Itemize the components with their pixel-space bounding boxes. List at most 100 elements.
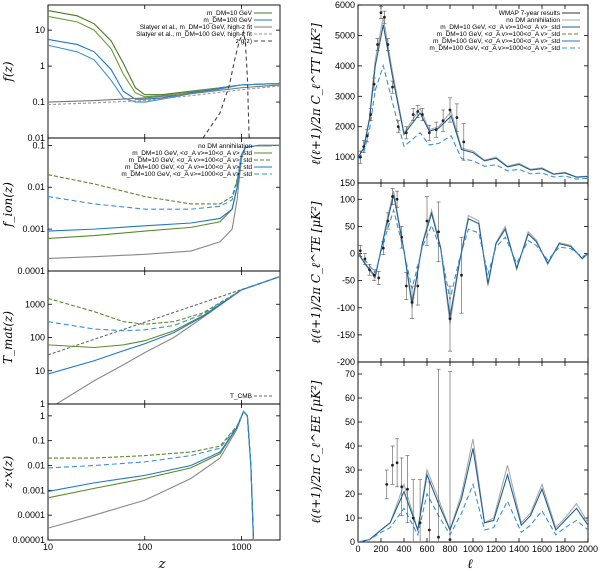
ee-data-point (385, 483, 389, 486)
tt-data-point (416, 110, 420, 113)
fion-ytick-label: 0.1 (32, 140, 45, 150)
ee-xtick-label: 1400 (509, 544, 529, 554)
te-series-2 (358, 208, 588, 300)
zxz-ytick-label: 0.00001 (12, 535, 45, 545)
ee-series-0 (358, 438, 588, 542)
zxz-ytick-label: 0.001 (22, 485, 45, 495)
ee-data-point (406, 487, 409, 491)
panel-fion: 0.0001 0.001 0.01 0.1 f_ion(z) no DM annihila… (1, 137, 281, 276)
tt-data-point (391, 85, 394, 89)
right-xlabel: ℓ (467, 557, 473, 572)
ee-ytick-label: 10 (345, 513, 355, 523)
panel-tmat: 1 10 100 1000 T_mat(z) T_CMB (1, 270, 281, 409)
te-ylabel: ℓ(ℓ+1)/2π C_ℓ^TE [μK²] (309, 201, 323, 343)
ee-xtick-label: 1600 (532, 544, 552, 554)
tmat-ytick-label: 10 (35, 366, 45, 376)
ee-ylabel: ℓ(ℓ+1)/2π C_ℓ^EE [μK²] (309, 380, 323, 523)
zxz-series-4 (48, 410, 255, 540)
tt-ytick-label: 150 (340, 178, 355, 188)
te-ytick-label: -50 (342, 276, 355, 286)
tt-series-group (358, 6, 588, 180)
fz-series-4 (48, 84, 280, 103)
te-data-point (395, 197, 399, 201)
ee-series-1 (358, 448, 588, 542)
zxz-xtick-label: 100 (137, 542, 152, 552)
zxz-ytick-label: 0.01 (27, 461, 45, 471)
zxz-frame (47, 403, 281, 541)
tt-data-point (386, 43, 390, 46)
left-xlabel: z (158, 557, 166, 572)
fz-series-2 (48, 38, 280, 100)
tt-legend-label: m_DM=10 GeV, <σ_A v>=10<σ_A v>_std (440, 24, 560, 31)
fz-ytick-label: 1 (40, 61, 45, 71)
tt-data-point (411, 113, 415, 116)
fion-ylabel: f_ion(z) (1, 182, 15, 228)
fion-legend-label: m_DM=10 GeV, <σ_A v>=100<σ_A v>_std (129, 157, 253, 164)
tt-data-point (462, 140, 466, 144)
tmat-ytick-label: 1000 (25, 299, 45, 309)
ee-ytick-label: 60 (345, 393, 355, 403)
tt-data-point (396, 125, 400, 129)
ee-xtick-label: 1000 (463, 544, 483, 554)
te-ytick-label: 50 (345, 221, 355, 231)
te-frame (357, 182, 589, 363)
te-data-point (425, 219, 429, 223)
fion-ytick-label: 0.001 (22, 224, 45, 234)
te-data-point (437, 230, 440, 234)
te-data-point (381, 246, 385, 250)
tt-data-point (379, 11, 383, 15)
ee-data-point (427, 528, 431, 532)
fion-legend-label: no DM annihilation (198, 143, 252, 150)
ee-xtick-label: 1800 (555, 544, 575, 554)
te-data-point (460, 273, 463, 277)
te-data-point (448, 317, 452, 321)
zxz-ylabel: z·x(z) (1, 455, 15, 489)
tt-data-point (376, 43, 379, 46)
ee-ytick-label: 0 (350, 537, 355, 547)
ee-ytick-label: 70 (345, 369, 355, 379)
tt-ytick-label: 2000 (335, 122, 355, 132)
tmat-ylabel: T_mat(z) (1, 311, 15, 364)
tt-data-point (362, 145, 366, 148)
fion-legend-label: m_DM=100 GeV, <σ_A v>=100<σ_A v>_std (125, 164, 252, 171)
te-data-point (377, 276, 381, 280)
ee-data-point (400, 485, 404, 489)
tmat-ytick-label: 100 (30, 333, 45, 343)
fz-legend-label: Slatyer et al., m_DM=100 GeV, high-z fit (136, 31, 252, 38)
fion-series-3 (48, 144, 280, 232)
te-data-point (410, 300, 414, 304)
tt-data-point (455, 116, 459, 119)
tt-data-point (358, 155, 362, 159)
tmat-ytick-label: 1 (40, 399, 45, 409)
tt-data-point (372, 82, 376, 86)
tt-data-point (421, 113, 424, 116)
zxz-series-group (48, 410, 255, 540)
ee-xtick-label: 400 (396, 544, 411, 554)
fz-ytick-label: 0.1 (32, 97, 45, 107)
te-series-1 (358, 194, 588, 318)
fz-legend-label: m_DM=100 GeV (203, 17, 252, 24)
tt-data-point (448, 108, 452, 112)
fz-ylabel: f(z) (1, 61, 15, 82)
tt-legend-label: WMAP 7-year results (499, 10, 561, 17)
ee-xtick-label: 200 (373, 544, 388, 554)
ee-data-point (448, 538, 452, 541)
te-series-0 (358, 191, 588, 325)
ee-data-point (391, 463, 394, 467)
tmat-frame (47, 270, 281, 405)
tmat-series-0 (48, 276, 280, 356)
te-data-point (368, 268, 371, 272)
zxz-xtick-label: 10 (43, 542, 53, 552)
ee-ytick-label: 40 (345, 441, 355, 451)
tt-data-point (434, 128, 438, 132)
fz-series-6 (202, 29, 250, 138)
ee-xtick-label: 0 (355, 544, 360, 554)
fz-series-5 (48, 85, 280, 106)
ee-xtick-label: 800 (442, 544, 457, 554)
ee-data-point (411, 516, 415, 520)
fz-legend-label: z g(z) (236, 38, 252, 45)
te-ytick-label: -100 (337, 303, 355, 313)
zxz-ytick-label: 0.1 (32, 436, 45, 446)
